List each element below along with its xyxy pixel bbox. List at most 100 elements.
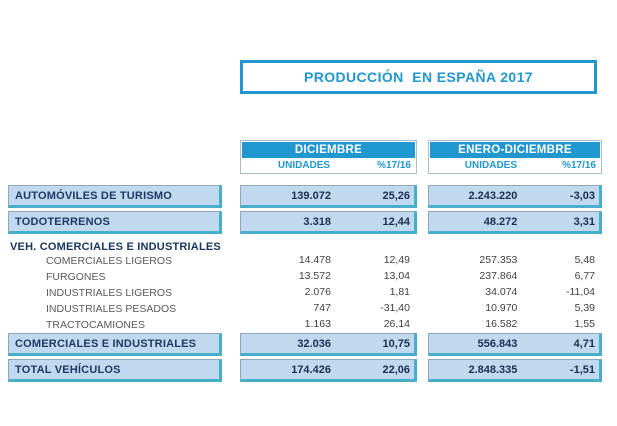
- enero-diciembre-unidades-value: 34.074: [485, 286, 518, 298]
- diciembre-unidades-value: 13.572: [298, 270, 331, 282]
- enero-diciembre-unidades-header: UNIDADES: [464, 160, 518, 171]
- diciembre-percent-value: 22,06: [382, 363, 410, 376]
- enero-diciembre-percent-value: -11,04: [566, 286, 595, 298]
- column-group-diciembre-label: DICIEMBRE: [242, 142, 415, 158]
- column-spacer: [417, 333, 428, 356]
- diciembre-percent-value: -31,40: [380, 302, 410, 314]
- column-spacer: [417, 269, 428, 285]
- column-group-diciembre: DICIEMBRE UNIDADES %17/16: [240, 140, 417, 174]
- table-row: FURGONES 13.572 13,04 237.864 6,77: [0, 269, 617, 285]
- column-spacer: [222, 333, 240, 356]
- diciembre-cell: 1.163 26,14: [240, 317, 417, 333]
- column-group-enero-diciembre: ENERO-DICIEMBRE UNIDADES %17/16: [428, 140, 602, 174]
- column-spacer: [222, 269, 240, 285]
- table-row: COMERCIALES LIGEROS 14.478 12,49 257.353…: [0, 253, 617, 269]
- table-row: COMERCIALES E INDUSTRIALES 32.036 10,75 …: [0, 333, 617, 356]
- enero-diciembre-percent-value: 5,48: [574, 254, 595, 266]
- column-spacer: [222, 285, 240, 301]
- column-spacer: [417, 317, 428, 333]
- diciembre-cell: 13.572 13,04: [240, 269, 417, 285]
- diciembre-percent-value: 12,49: [383, 254, 410, 266]
- column-spacer: [417, 253, 428, 269]
- enero-diciembre-cell: 2.243.220 -3,03: [428, 185, 602, 208]
- enero-diciembre-unidades-value: 2.243.220: [468, 189, 518, 202]
- enero-diciembre-percent-value: -1,51: [569, 363, 595, 376]
- enero-diciembre-percent-value: 6,77: [574, 270, 595, 282]
- enero-diciembre-unidades-value: 237.864: [479, 270, 518, 282]
- enero-diciembre-cell: 34.074 -11,04: [428, 285, 602, 301]
- diciembre-unidades-value: 2.076: [304, 286, 331, 298]
- column-spacer: [417, 359, 428, 382]
- diciembre-cell: 32.036 10,75: [240, 333, 417, 356]
- enero-diciembre-percent-value: 5,39: [574, 302, 595, 314]
- diciembre-percent-value: 10,75: [382, 337, 410, 350]
- diciembre-percent-value: 13,04: [383, 270, 410, 282]
- column-spacer: [417, 301, 428, 317]
- enero-diciembre-unidades-value: 556.843: [477, 337, 518, 350]
- diciembre-unidades-value: 14.478: [298, 254, 331, 266]
- diciembre-unidades-value: 139.072: [291, 189, 331, 202]
- column-spacer: [222, 359, 240, 382]
- table-rows: AUTOMÓVILES DE TURISMO 139.072 25,26 2.2…: [0, 185, 617, 385]
- row-label: AUTOMÓVILES DE TURISMO: [8, 185, 222, 208]
- column-group-enero-diciembre-label: ENERO-DICIEMBRE: [430, 142, 600, 158]
- column-spacer: [417, 211, 428, 234]
- enero-diciembre-cell: 48.272 3,31: [428, 211, 602, 234]
- enero-diciembre-percent-header: %17/16: [562, 160, 596, 171]
- row-label: INDUSTRIALES LIGEROS: [46, 287, 173, 299]
- enero-diciembre-unidades-value: 257.353: [479, 254, 518, 266]
- enero-diciembre-percent-value: -3,03: [569, 189, 595, 202]
- column-spacer: [222, 211, 240, 234]
- diciembre-percent-value: 1,81: [389, 286, 410, 298]
- row-label: INDUSTRIALES PESADOS: [46, 303, 177, 315]
- diciembre-percent-header: %17/16: [377, 160, 411, 171]
- table-row: INDUSTRIALES PESADOS 747 -31,40 10.970 5…: [0, 301, 617, 317]
- enero-diciembre-percent-value: 4,71: [573, 337, 595, 350]
- enero-diciembre-unidades-value: 2.848.335: [468, 363, 518, 376]
- report-title: PRODUCCIÓN EN ESPAÑA 2017: [303, 69, 533, 85]
- column-group-enero-diciembre-subheader: UNIDADES %17/16: [429, 158, 601, 173]
- table-row: TRACTOCAMIONES 1.163 26,14 16.582 1,55: [0, 317, 617, 333]
- diciembre-percent-value: 12,44: [382, 215, 410, 228]
- row-label: TRACTOCAMIONES: [46, 319, 145, 331]
- diciembre-percent-value: 26,14: [383, 318, 410, 330]
- table-row: TODOTERRENOS 3.318 12,44 48.272 3,31: [0, 211, 617, 234]
- enero-diciembre-cell: 16.582 1,55: [428, 317, 602, 333]
- row-label: COMERCIALES E INDUSTRIALES: [8, 333, 222, 356]
- table-row: AUTOMÓVILES DE TURISMO 139.072 25,26 2.2…: [0, 185, 617, 208]
- column-spacer: [417, 185, 428, 208]
- column-spacer: [222, 185, 240, 208]
- section-row: VEH. COMERCIALES E INDUSTRIALES: [0, 239, 617, 253]
- row-label: FURGONES: [46, 271, 106, 283]
- column-spacer: [222, 301, 240, 317]
- column-spacer: [417, 285, 428, 301]
- column-spacer: [222, 317, 240, 333]
- diciembre-cell: 14.478 12,49: [240, 253, 417, 269]
- enero-diciembre-percent-value: 1,55: [574, 318, 595, 330]
- diciembre-unidades-value: 1.163: [304, 318, 331, 330]
- diciembre-cell: 174.426 22,06: [240, 359, 417, 382]
- table-row: TOTAL VEHÍCULOS 174.426 22,06 2.848.335 …: [0, 359, 617, 382]
- enero-diciembre-cell: 10.970 5,39: [428, 301, 602, 317]
- column-group-diciembre-subheader: UNIDADES %17/16: [241, 158, 416, 173]
- diciembre-unidades-value: 32.036: [297, 337, 331, 350]
- diciembre-unidades-value: 174.426: [291, 363, 331, 376]
- diciembre-percent-value: 25,26: [382, 189, 410, 202]
- diciembre-cell: 139.072 25,26: [240, 185, 417, 208]
- enero-diciembre-percent-value: 3,31: [573, 215, 595, 228]
- enero-diciembre-cell: 237.864 6,77: [428, 269, 602, 285]
- diciembre-unidades-value: 747: [313, 302, 331, 314]
- section-label: VEH. COMERCIALES E INDUSTRIALES: [10, 241, 221, 253]
- column-spacer: [222, 253, 240, 269]
- enero-diciembre-unidades-value: 48.272: [483, 215, 518, 228]
- row-label: TOTAL VEHÍCULOS: [8, 359, 222, 382]
- enero-diciembre-unidades-value: 10.970: [485, 302, 518, 314]
- report-title-box: PRODUCCIÓN EN ESPAÑA 2017: [240, 60, 597, 94]
- diciembre-cell: 2.076 1,81: [240, 285, 417, 301]
- enero-diciembre-cell: 257.353 5,48: [428, 253, 602, 269]
- enero-diciembre-cell: 2.848.335 -1,51: [428, 359, 602, 382]
- enero-diciembre-cell: 556.843 4,71: [428, 333, 602, 356]
- row-label: TODOTERRENOS: [8, 211, 222, 234]
- diciembre-cell: 3.318 12,44: [240, 211, 417, 234]
